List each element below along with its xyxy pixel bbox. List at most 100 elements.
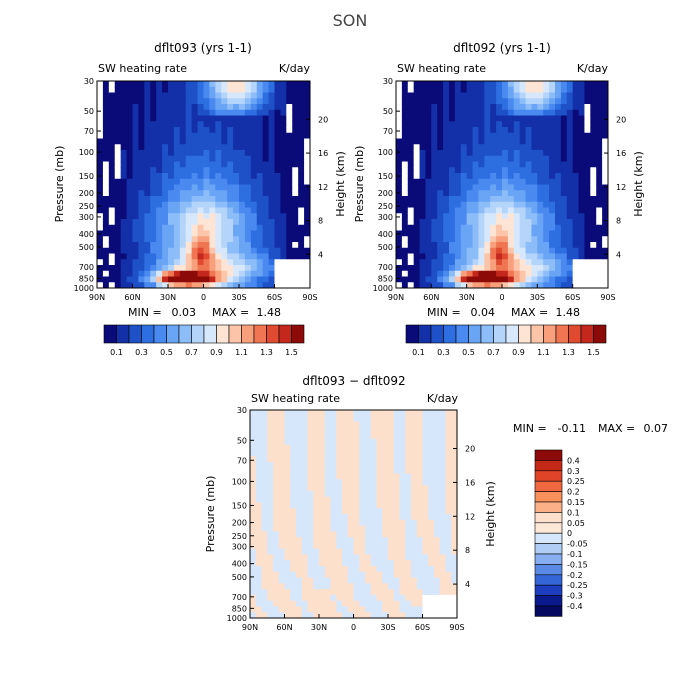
contour-cell <box>405 577 412 584</box>
contour-cell <box>250 421 257 428</box>
contour-cell <box>336 502 343 509</box>
contour-cell <box>262 242 270 249</box>
contour-cell <box>478 92 485 99</box>
contour-cell <box>330 519 337 527</box>
contour-cell <box>262 144 270 151</box>
contour-cell <box>572 282 580 288</box>
contour-cell <box>114 253 122 260</box>
contour-cell <box>490 230 497 237</box>
contour-cell <box>484 213 491 220</box>
contour-cell <box>513 115 521 122</box>
contour-cell <box>114 201 122 209</box>
contour-cell <box>401 104 409 111</box>
contour-cell <box>602 115 608 122</box>
contour-cell <box>215 109 222 117</box>
contour-cell <box>590 230 597 237</box>
contour-cell <box>439 421 447 428</box>
contour-cell <box>451 485 457 492</box>
contour-cell <box>502 81 509 88</box>
contour-cell <box>428 450 435 457</box>
contour-cell <box>132 282 140 288</box>
contour-cell <box>419 207 427 214</box>
contour-cell <box>102 104 110 111</box>
contour-cell <box>549 236 556 243</box>
contour-cell <box>507 161 515 168</box>
contour-cell <box>451 444 457 452</box>
contour-cell <box>507 213 515 220</box>
contour-cell <box>376 531 383 538</box>
colorbar-label: 0.3 <box>437 348 450 357</box>
contour-cell <box>531 270 538 278</box>
contour-cell <box>396 155 403 163</box>
contour-cell <box>292 127 299 134</box>
contour-cell <box>560 213 568 220</box>
contour-cell <box>419 259 427 266</box>
contour-cell <box>286 184 293 191</box>
contour-cell <box>466 265 474 272</box>
contour-cell <box>179 109 187 117</box>
contour-cell <box>419 155 427 163</box>
contour-cell <box>342 531 349 538</box>
contour-cell <box>584 253 591 260</box>
contour-cell <box>244 138 252 145</box>
contour-cell <box>97 242 104 249</box>
contour-cell <box>203 219 211 226</box>
contour-cell <box>478 144 485 151</box>
contour-cell <box>370 496 378 504</box>
contour-cell <box>273 542 280 550</box>
contour-cell <box>179 144 187 151</box>
contour-cell <box>138 224 145 232</box>
contour-cell <box>126 196 134 203</box>
contour-cell <box>382 502 389 509</box>
contour-cell <box>434 508 441 515</box>
contour-cell <box>382 485 389 492</box>
contour-cell <box>209 219 216 226</box>
contour-cell <box>324 421 332 428</box>
contour-cell <box>437 282 444 288</box>
contour-cell <box>422 525 429 532</box>
contour-cell <box>292 104 299 111</box>
contour-cell <box>261 542 268 550</box>
contour-cell <box>296 467 303 475</box>
contour-cell <box>376 444 383 452</box>
contour-cell <box>191 201 199 209</box>
contour-cell <box>319 444 326 452</box>
contour-cell <box>197 230 205 237</box>
contour-cell <box>284 438 291 446</box>
contour-cell <box>268 196 276 203</box>
contour-cell <box>519 121 527 128</box>
contour-cell <box>307 490 314 498</box>
colorbar-box <box>534 491 563 503</box>
contour-cell <box>102 98 110 105</box>
contour-cell <box>443 282 450 288</box>
contour-cell <box>324 450 332 457</box>
contour-cell <box>197 115 205 122</box>
contour-cell <box>431 190 438 197</box>
contour-cell <box>280 247 287 255</box>
contour-cell <box>560 132 568 140</box>
contour-cell <box>162 86 169 94</box>
colorbar-box <box>480 324 494 344</box>
contour-cell <box>590 190 597 197</box>
contour-cell <box>472 127 480 134</box>
contour-cell <box>244 132 252 140</box>
contour-cell <box>537 109 544 117</box>
contour-cell <box>278 525 286 532</box>
contour-cell <box>590 247 597 255</box>
contour-cell <box>203 190 211 197</box>
contour-cell <box>399 542 406 550</box>
contour-cell <box>388 490 395 498</box>
contour-cell <box>168 270 175 278</box>
contour-cell <box>307 571 314 579</box>
colorbar: 0.40.30.250.20.150.10.050-0.05-0.1-0.15-… <box>534 449 588 617</box>
min-label: MIN = <box>427 306 461 319</box>
contour-cell <box>543 167 550 174</box>
contour-cell <box>365 566 372 573</box>
contour-cell <box>590 253 597 260</box>
contour-cell <box>108 219 116 226</box>
contour-cell <box>284 467 291 475</box>
contour-cell <box>330 502 337 509</box>
contour-cell <box>319 462 326 469</box>
contour-cell <box>126 253 134 260</box>
contour-cell <box>445 554 452 561</box>
